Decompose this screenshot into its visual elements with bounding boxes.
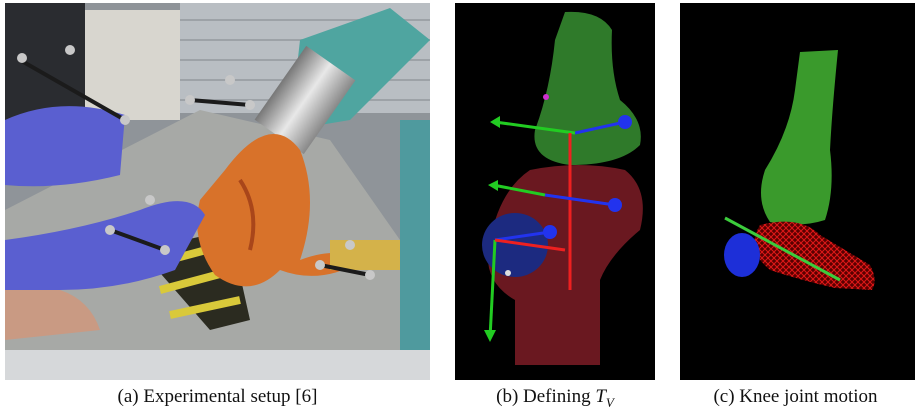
caption-b: (b) Defining TV [440,386,670,411]
caption-b-text: (b) Defining [496,386,590,407]
render-knee-motion [680,3,915,380]
photo-experimental-setup [5,3,430,380]
caption-b-subscript: V [606,395,614,410]
caption-b-symbol: T [595,386,606,407]
figure-panels [0,0,921,417]
caption-c: (c) Knee joint motion [670,386,921,408]
figure-page: {"figure": { "caption_a": "(a) Experimen… [0,0,921,417]
caption-a: (a) Experimental setup [6] [5,386,430,408]
render-defining-tv [455,3,655,380]
